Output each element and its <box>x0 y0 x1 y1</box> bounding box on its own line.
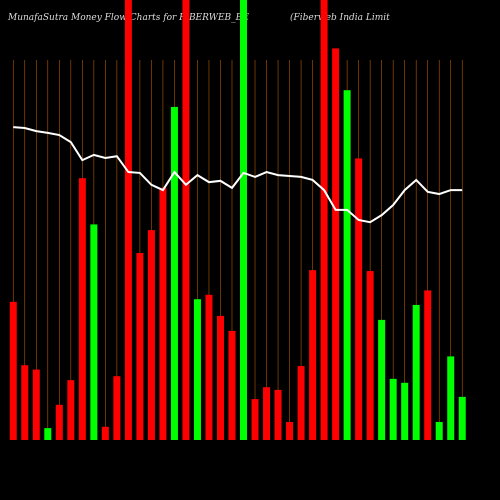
bar <box>274 389 282 440</box>
bar <box>113 376 121 440</box>
bar <box>9 301 17 440</box>
bar <box>458 396 466 440</box>
bar <box>90 224 98 440</box>
bar <box>78 178 86 440</box>
bar <box>424 290 432 440</box>
bar <box>67 380 75 440</box>
bar <box>147 230 155 440</box>
bar <box>193 299 201 440</box>
bar <box>378 319 386 440</box>
bar <box>251 399 259 440</box>
chart-subtitle: (Fiberweb India Limit <box>290 12 390 23</box>
bar <box>389 378 397 440</box>
bar <box>412 304 420 440</box>
bar <box>21 365 29 440</box>
bar <box>55 404 63 440</box>
bar <box>447 356 455 440</box>
bar <box>320 0 328 440</box>
bar <box>216 315 224 440</box>
bar <box>159 187 167 440</box>
bar <box>32 369 40 440</box>
bar <box>44 428 52 440</box>
bar <box>286 421 294 440</box>
bar <box>101 426 109 440</box>
bar <box>343 90 351 440</box>
bar <box>309 270 317 440</box>
bar <box>205 294 213 440</box>
bar <box>240 0 248 440</box>
bar <box>170 106 178 440</box>
bar <box>136 253 144 440</box>
bar <box>182 0 190 440</box>
bar <box>124 0 132 440</box>
bar <box>401 382 409 440</box>
bar <box>332 48 340 440</box>
bar <box>355 158 363 440</box>
bar <box>263 387 271 440</box>
bar <box>228 330 236 440</box>
bar <box>297 366 305 440</box>
bar <box>435 421 443 440</box>
bar <box>366 271 374 440</box>
money-flow-line <box>13 126 463 224</box>
